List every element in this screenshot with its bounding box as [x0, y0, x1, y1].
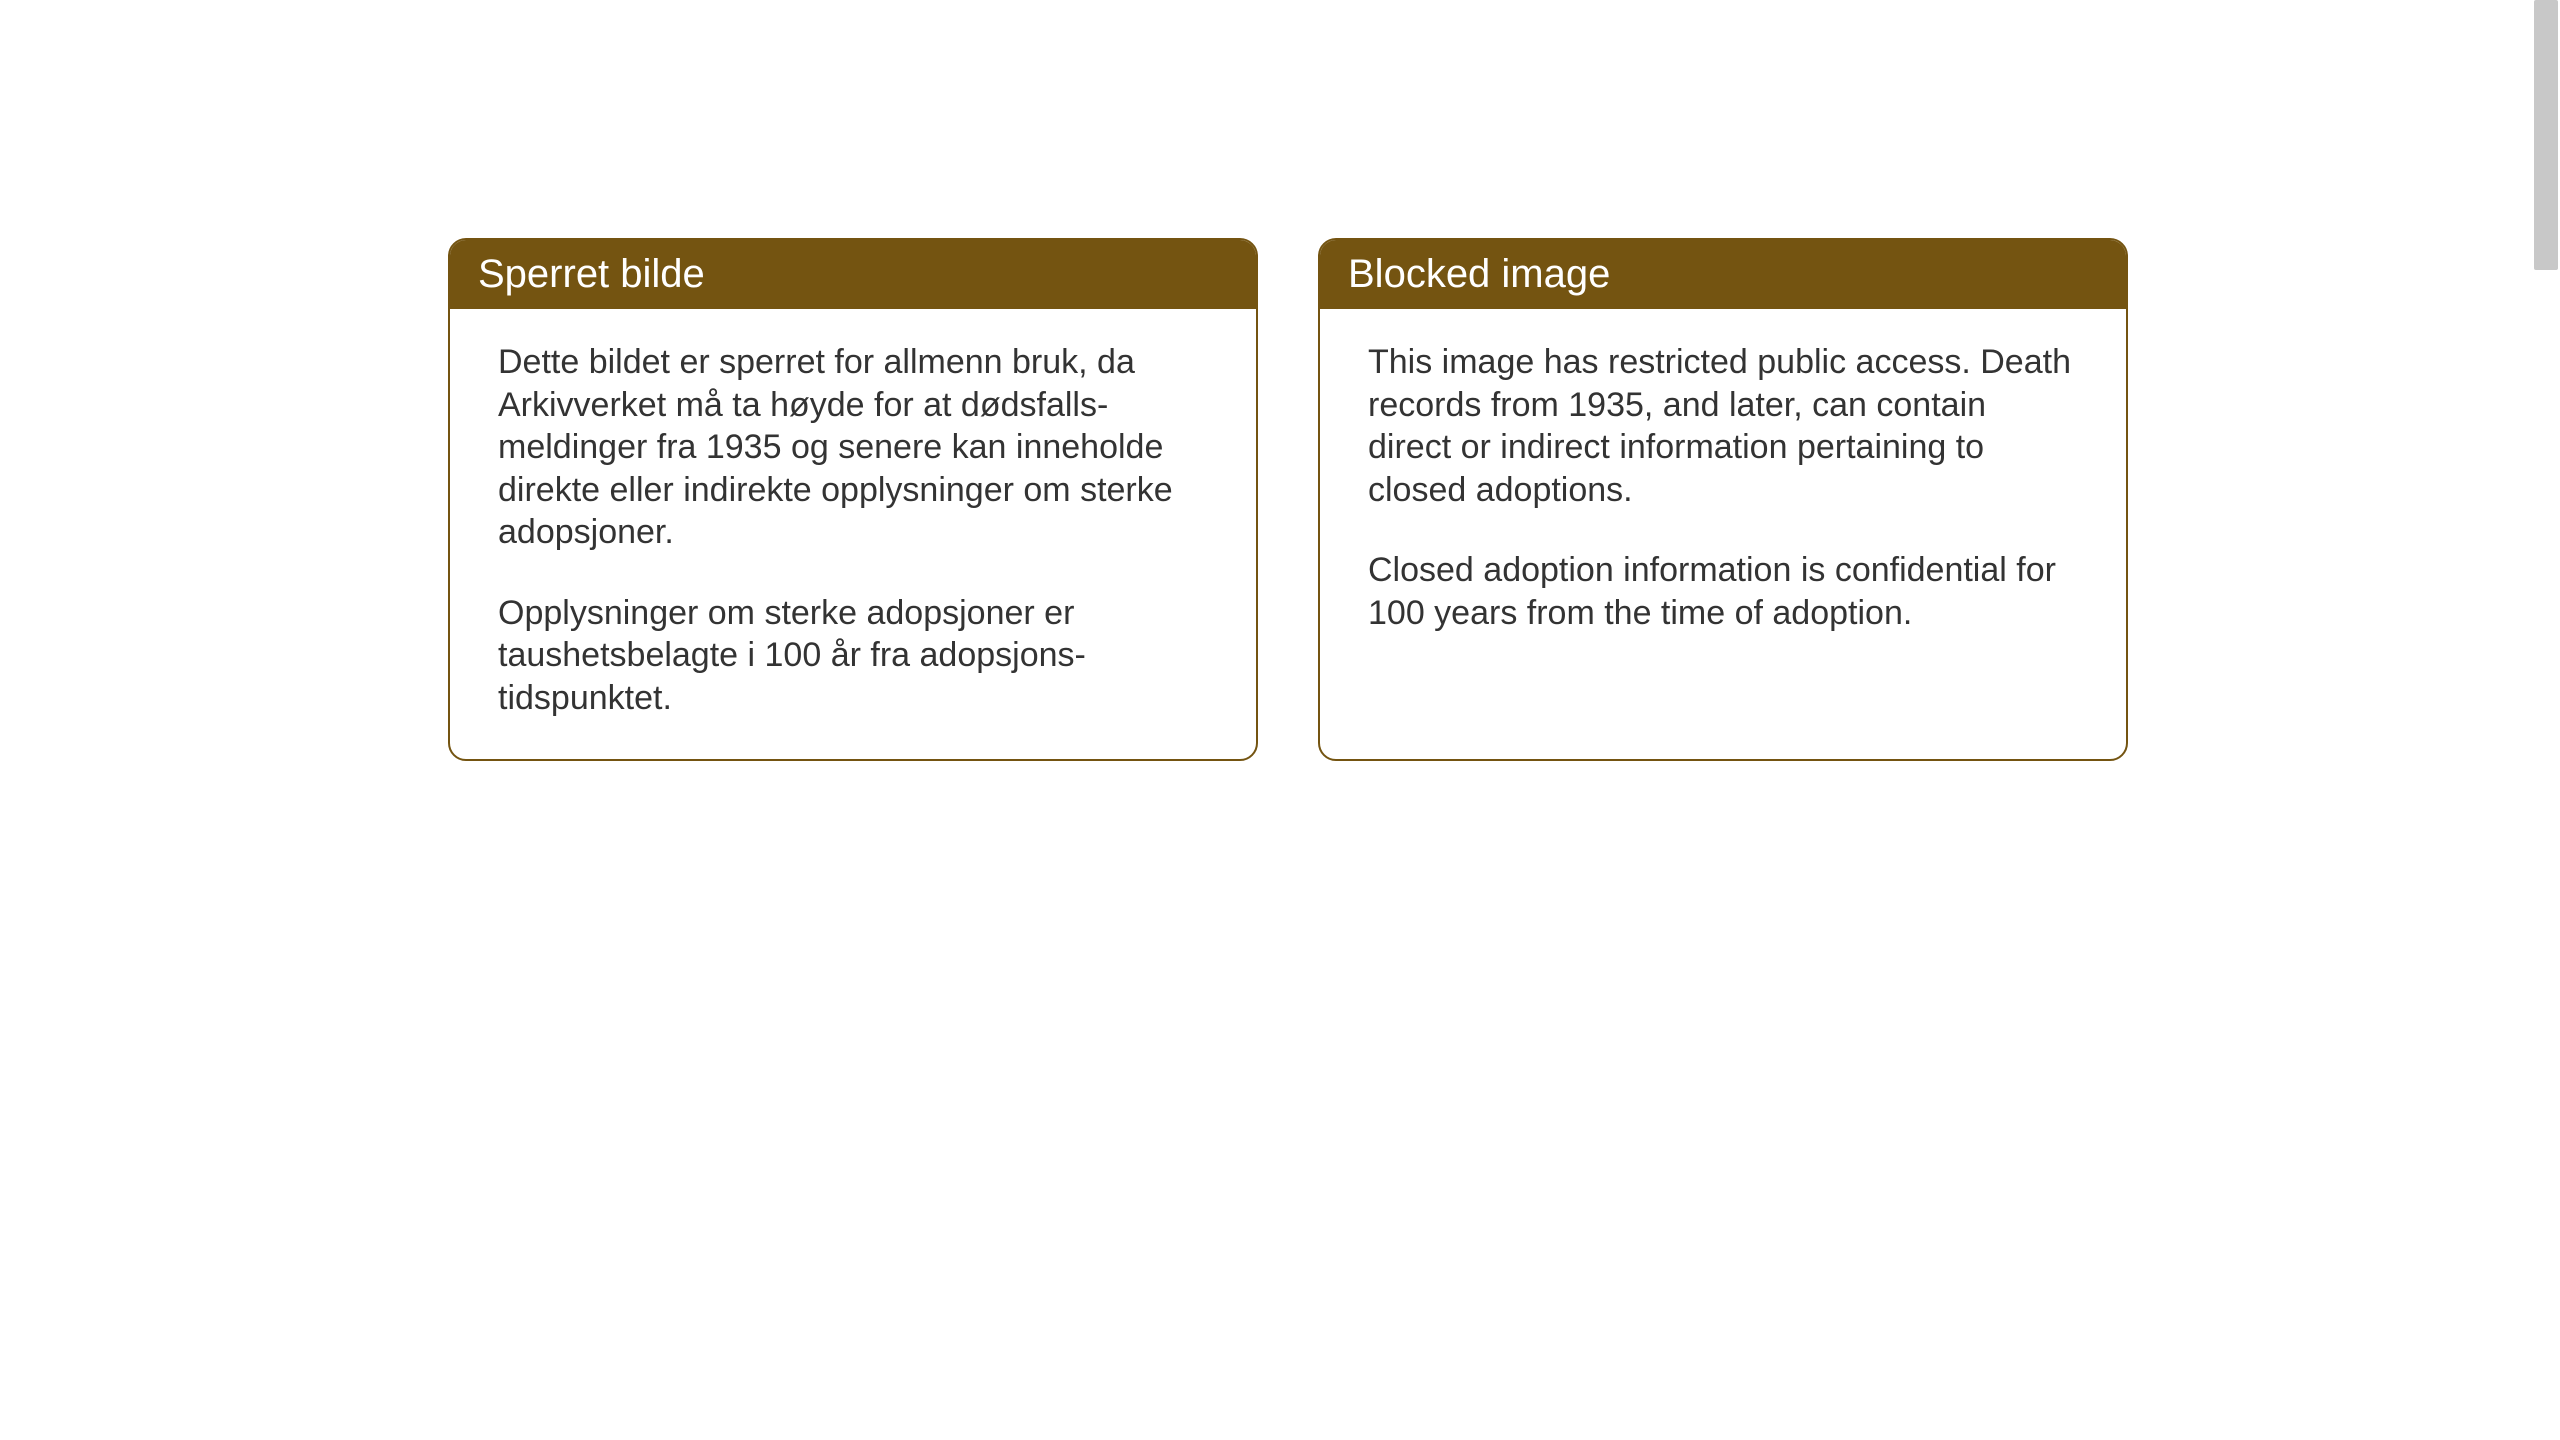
english-card-title: Blocked image	[1348, 252, 1610, 296]
norwegian-paragraph-2: Opplysninger om sterke adopsjoner er tau…	[498, 592, 1208, 720]
english-card: Blocked image This image has restricted …	[1318, 238, 2128, 761]
norwegian-paragraph-1: Dette bildet er sperret for allmenn bruk…	[498, 341, 1208, 554]
english-paragraph-1: This image has restricted public access.…	[1368, 341, 2078, 511]
norwegian-card-title: Sperret bilde	[478, 252, 705, 296]
norwegian-card-body: Dette bildet er sperret for allmenn bruk…	[450, 309, 1256, 759]
norwegian-card-header: Sperret bilde	[450, 240, 1256, 309]
english-paragraph-2: Closed adoption information is confident…	[1368, 549, 2078, 634]
vertical-scrollbar[interactable]	[2534, 0, 2558, 270]
english-card-body: This image has restricted public access.…	[1320, 309, 2126, 674]
cards-container: Sperret bilde Dette bildet er sperret fo…	[448, 238, 2128, 761]
norwegian-card: Sperret bilde Dette bildet er sperret fo…	[448, 238, 1258, 761]
english-card-header: Blocked image	[1320, 240, 2126, 309]
